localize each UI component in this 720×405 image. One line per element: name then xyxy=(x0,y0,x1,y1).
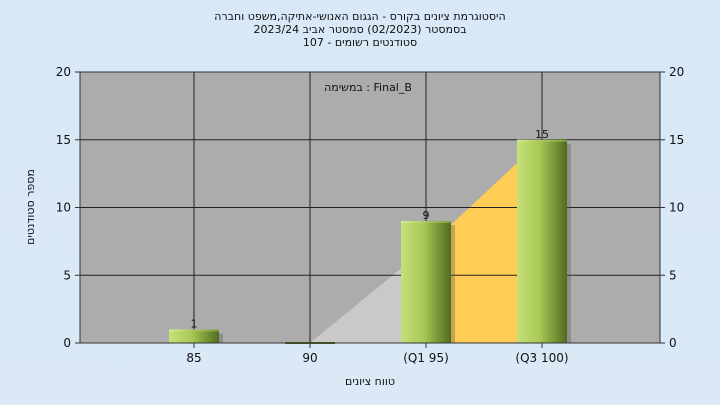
x-tick-label: 90 xyxy=(302,351,317,365)
y2-tick-label: 0 xyxy=(669,336,677,350)
x-axis-title: טווח ציונים xyxy=(345,375,395,388)
y2-tick-label: 20 xyxy=(669,65,684,79)
bar-value-label: 1 xyxy=(191,317,198,330)
x-tick-label: 85 xyxy=(186,351,201,365)
bar-cap xyxy=(401,221,451,224)
bar-value-label: 15 xyxy=(535,128,549,141)
chart-subtitle-semester: בסמסטר (02/2023) סמסטר אביב 2023/24 xyxy=(253,23,467,36)
y2-tick-label: 10 xyxy=(669,201,684,215)
y-tick-label: 0 xyxy=(63,336,71,350)
y-tick-label: 10 xyxy=(56,201,71,215)
x-tick-label: (Q3 100) xyxy=(515,351,568,365)
bar-cap xyxy=(517,139,567,142)
plot-annotation: במשימה : Final_B xyxy=(324,81,412,94)
bar xyxy=(169,329,219,343)
bar-value-label: 9 xyxy=(423,209,430,222)
bar xyxy=(517,139,567,343)
y-tick-label: 20 xyxy=(56,65,71,79)
bar xyxy=(401,221,451,343)
x-tick-label: (Q1 95) xyxy=(403,351,449,365)
y-axis-title: מספר סטודנטים xyxy=(24,169,37,245)
y-tick-label: 5 xyxy=(63,268,71,282)
bar-cap xyxy=(169,329,219,332)
y2-tick-label: 5 xyxy=(669,268,677,282)
chart-subtitle-students: סטודנטים רשומים - 107 xyxy=(302,36,418,49)
y2-tick-label: 15 xyxy=(669,133,684,147)
y-tick-label: 15 xyxy=(56,133,71,147)
chart-title-block: היסטוגרמת ציונים בקורס - הגגום האנושי-את… xyxy=(0,10,720,49)
chart-title: היסטוגרמת ציונים בקורס - הגגום האנושי-את… xyxy=(214,10,506,23)
plot-frame xyxy=(79,71,661,344)
cumulative-area-shade xyxy=(310,248,426,343)
cumulative-area xyxy=(310,139,542,343)
